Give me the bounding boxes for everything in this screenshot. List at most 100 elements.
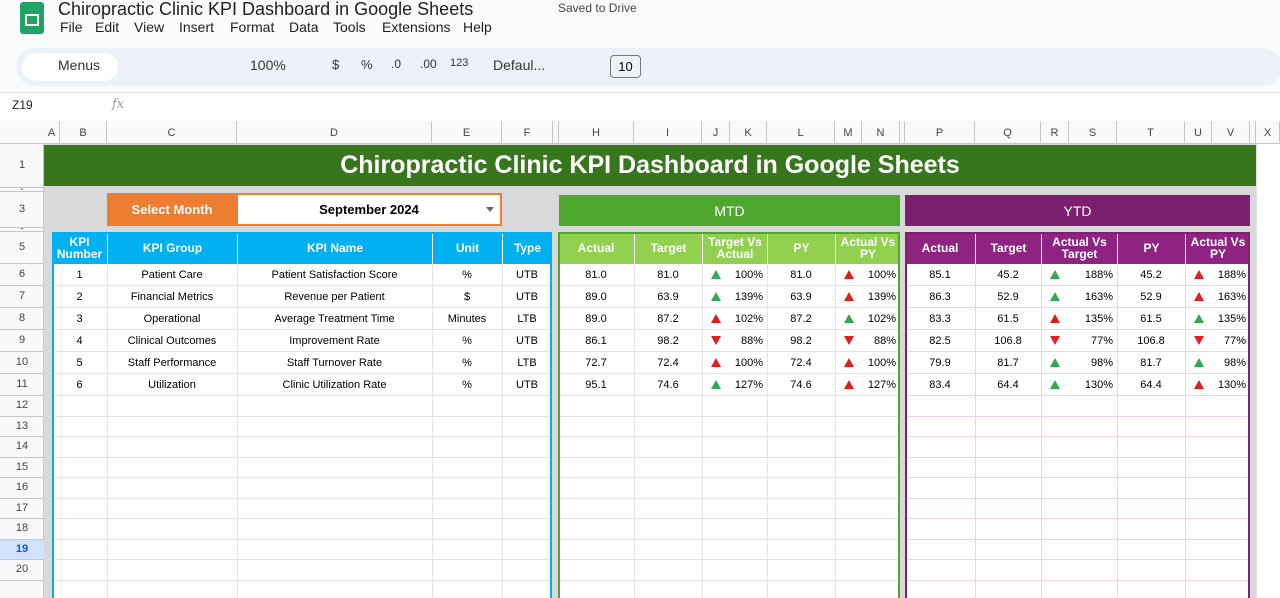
kpi-cell[interactable]: 5 [76,357,83,369]
kpi-cell[interactable]: Financial Metrics [130,291,214,303]
kpi-cell[interactable]: Average Treatment Time [274,313,395,325]
percent-cell[interactable]: 102% [734,313,763,325]
percent-cell[interactable]: 163% [1084,291,1113,303]
percent-cell[interactable]: 100% [734,357,763,369]
row-header[interactable]: 6 [0,264,44,286]
ytd-cell[interactable]: 106.8 [1137,335,1165,347]
ytd-cell[interactable]: 83.4 [929,379,951,391]
toolbar-search[interactable]: Menus [58,57,101,73]
kpi-cell[interactable]: 2 [76,291,83,303]
column-header[interactable]: C [107,121,237,144]
column-header[interactable]: R [1041,121,1069,144]
row-header[interactable]: 4 [0,228,44,232]
ytd-cell[interactable]: 82.5 [929,335,951,347]
column-header[interactable]: M [835,121,862,144]
percent-cell[interactable]: 130% [1217,379,1246,391]
toolbar-currency[interactable]: $ [332,57,340,72]
row-header[interactable]: 1 [0,144,44,188]
kpi-cell[interactable]: LTB [517,357,537,369]
column-header[interactable]: U [1185,121,1212,144]
percent-cell[interactable]: 100% [734,269,763,281]
column-header[interactable]: D [237,121,432,144]
percent-cell[interactable]: 188% [1217,269,1246,281]
percent-cell[interactable]: 188% [1084,269,1113,281]
percent-cell[interactable]: 88% [873,335,896,347]
row-header[interactable]: 13 [0,417,44,437]
kpi-cell[interactable]: % [462,357,472,369]
kpi-cell[interactable]: UTB [516,335,538,347]
row-header[interactable]: 16 [0,478,44,499]
kpi-cell[interactable]: % [462,269,472,281]
ytd-cell[interactable]: 85.1 [929,269,951,281]
kpi-cell[interactable]: Utilization [148,379,196,391]
mtd-cell[interactable]: 87.2 [657,313,679,325]
percent-cell[interactable]: 135% [1084,313,1113,325]
search-menus[interactable] [22,53,118,81]
percent-cell[interactable]: 163% [1217,291,1246,303]
kpi-cell[interactable]: Improvement Rate [289,335,380,347]
kpi-cell[interactable]: Staff Turnover Rate [286,357,383,369]
mtd-cell[interactable]: 72.4 [657,357,679,369]
row-header[interactable]: 20 [0,560,44,581]
percent-cell[interactable]: 100% [867,269,896,281]
toolbar-increase-decimals[interactable]: .00 [420,57,437,71]
mtd-cell[interactable]: 81.0 [790,269,812,281]
ytd-cell[interactable]: 64.4 [997,379,1019,391]
sheets-logo[interactable] [20,2,44,34]
ytd-cell[interactable]: 52.9 [997,291,1019,303]
toolbar-number-format[interactable]: 123 [450,57,469,69]
kpi-cell[interactable]: Operational [143,313,201,325]
mtd-cell[interactable]: 72.4 [790,357,812,369]
column-header[interactable]: L [767,121,835,144]
kpi-cell[interactable]: Staff Performance [127,357,217,369]
ytd-cell[interactable]: 64.4 [1140,379,1162,391]
ytd-cell[interactable]: 83.3 [929,313,951,325]
column-header[interactable]: I [634,121,702,144]
dropdown-arrow[interactable] [486,207,494,212]
percent-cell[interactable]: 102% [867,313,896,325]
toolbar-decrease-decimals[interactable]: .0 [391,57,402,71]
row-header[interactable]: 3 [0,192,44,228]
row-header[interactable]: 19 [0,539,44,560]
doc-title[interactable]: Chiropractic Clinic KPI Dashboard in Goo… [58,0,474,19]
kpi-cell[interactable]: Clinical Outcomes [127,335,217,347]
column-header[interactable]: Q [975,121,1041,144]
row-header[interactable]: 12 [0,396,44,417]
kpi-cell[interactable]: % [462,335,472,347]
percent-cell[interactable]: 88% [740,335,763,347]
ytd-cell[interactable]: 61.5 [1140,313,1162,325]
percent-cell[interactable]: 100% [867,357,896,369]
column-header[interactable]: E [432,121,502,144]
mtd-cell[interactable]: 74.6 [790,379,812,391]
kpi-cell[interactable]: UTB [516,291,538,303]
column-header[interactable]: X [1256,121,1280,144]
row-header[interactable]: 11 [0,374,44,396]
ytd-cell[interactable]: 81.7 [1140,357,1162,369]
percent-cell[interactable]: 98% [1223,357,1246,369]
menu-item[interactable]: Tools [333,19,366,35]
column-header[interactable]: S [1069,121,1117,144]
row-header[interactable]: 14 [0,437,44,458]
kpi-cell[interactable]: Revenue per Patient [284,291,385,303]
column-header[interactable]: N [862,121,900,144]
column-header[interactable]: A [44,121,60,144]
percent-cell[interactable]: 77% [1090,335,1113,347]
menu-item[interactable]: Edit [95,19,120,35]
percent-cell[interactable]: 127% [734,379,763,391]
row-header[interactable]: 15 [0,458,44,478]
menu-item[interactable]: Extensions [382,19,451,35]
kpi-cell[interactable]: Patient Care [141,269,203,281]
kpi-cell[interactable]: Patient Satisfaction Score [271,269,398,281]
kpi-cell[interactable]: 6 [76,379,83,391]
kpi-cell[interactable]: UTB [516,269,538,281]
mtd-cell[interactable]: 95.1 [585,379,607,391]
menu-item[interactable]: Insert [179,19,215,35]
kpi-cell[interactable]: 3 [76,313,83,325]
ytd-cell[interactable]: 61.5 [997,313,1019,325]
row-header[interactable]: 5 [0,232,44,264]
ytd-cell[interactable]: 79.9 [929,357,951,369]
percent-cell[interactable]: 139% [867,291,896,303]
column-header[interactable]: F [502,121,553,144]
mtd-cell[interactable]: 63.9 [657,291,679,303]
mtd-cell[interactable]: 81.0 [657,269,679,281]
